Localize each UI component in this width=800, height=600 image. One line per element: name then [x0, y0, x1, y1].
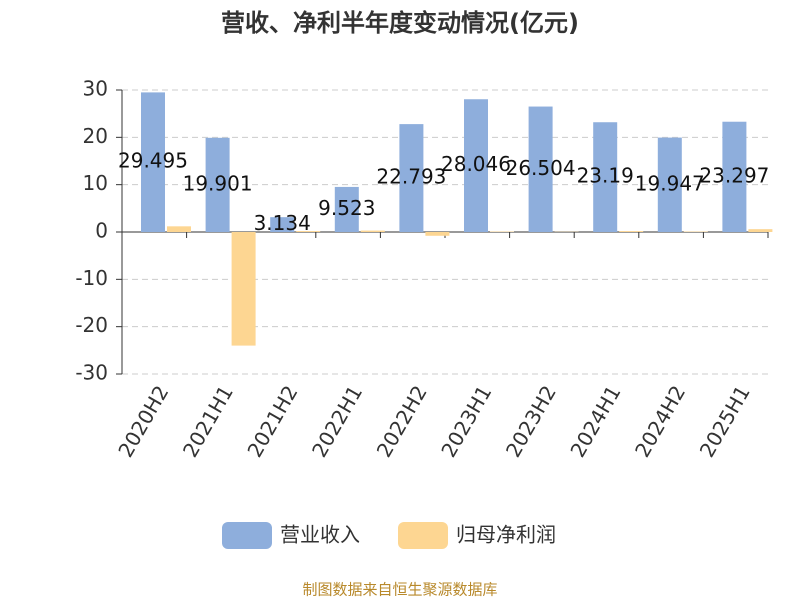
- data-label: 23.19: [577, 164, 634, 188]
- x-tick-label: 2023H2: [501, 381, 561, 461]
- bar: [464, 99, 488, 232]
- bar: [167, 226, 191, 232]
- legend-label: 归母净利润: [456, 523, 556, 547]
- bar: [231, 232, 256, 346]
- x-tick-label: 2022H1: [307, 381, 367, 461]
- data-label: 9.523: [318, 196, 375, 220]
- data-label: 3.134: [254, 211, 311, 235]
- bar: [334, 186, 359, 232]
- bar: [141, 92, 165, 232]
- y-tick-label: -20: [75, 313, 108, 337]
- bar: [205, 137, 230, 232]
- x-tick-label: 2021H2: [242, 381, 302, 461]
- x-tick-label: 2025H1: [695, 381, 755, 461]
- data-label: 26.504: [506, 156, 576, 180]
- data-label: 29.495: [118, 149, 188, 173]
- legend-swatch: [398, 522, 448, 549]
- bar: [619, 231, 644, 232]
- x-tick-label: 2020H2: [113, 381, 173, 461]
- x-tick-label: 2022H2: [372, 381, 432, 461]
- y-tick-label: 0: [95, 219, 108, 243]
- bar: [399, 124, 424, 232]
- bar: [360, 230, 385, 232]
- y-tick-label: -10: [75, 266, 108, 290]
- x-tick-label: 2024H2: [630, 381, 690, 461]
- bar: [593, 122, 618, 232]
- legend-label: 营业收入: [280, 523, 360, 547]
- data-label: 19.947: [635, 171, 705, 195]
- data-label: 28.046: [441, 152, 511, 176]
- data-label: 22.793: [376, 165, 446, 189]
- bar: [748, 229, 773, 232]
- bar: [722, 121, 747, 232]
- source: 制图数据来自恒生聚源数据库: [302, 581, 497, 599]
- data-label: 19.901: [183, 171, 253, 195]
- x-tick-label: 2021H1: [178, 381, 238, 461]
- y-tick-label: 10: [83, 171, 108, 195]
- bar: [270, 217, 295, 232]
- data-label: 23.297: [699, 163, 769, 187]
- bar: [425, 232, 450, 236]
- legend-swatch: [222, 522, 272, 549]
- chart-title: 营收、净利半年度变动情况(亿元): [221, 9, 579, 37]
- y-tick-label: 20: [83, 124, 108, 148]
- y-tick-label: 30: [83, 77, 108, 101]
- bar: [657, 137, 682, 232]
- x-tick-label: 2024H1: [565, 381, 625, 461]
- x-tick-label: 2023H1: [436, 381, 496, 461]
- bar: [296, 231, 321, 232]
- bar: [528, 106, 553, 232]
- y-tick-label: -30: [75, 361, 108, 385]
